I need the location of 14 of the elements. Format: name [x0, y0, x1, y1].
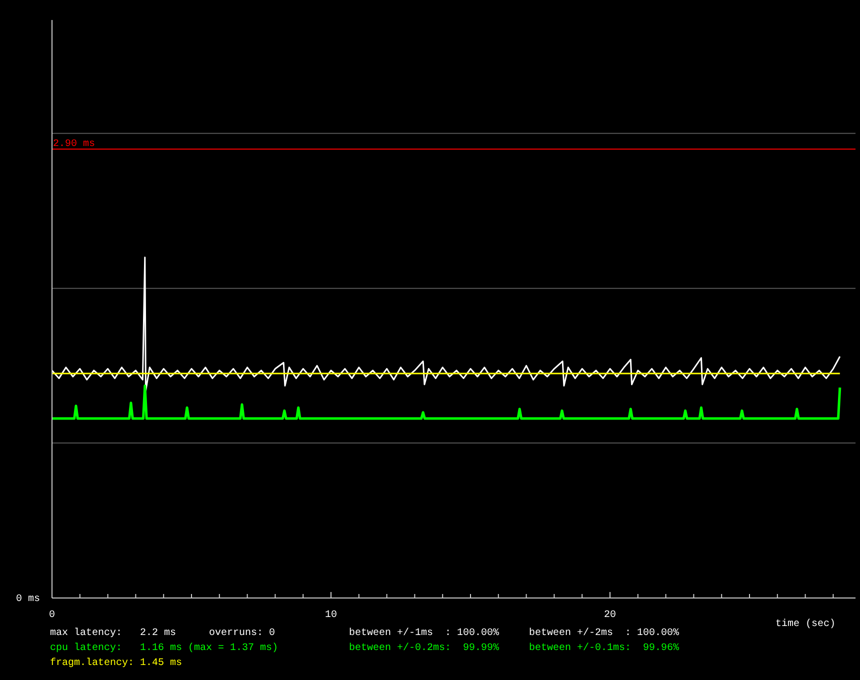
- text: between +/-2ms : 100.00%: [529, 627, 680, 639]
- text: overruns: 0: [209, 628, 276, 639]
- text: cpu latency: 1.16 ms (max = 1.37 ms): [50, 642, 278, 654]
- text: between +/-0.2ms: 99.99%: [349, 642, 500, 654]
- ref-line-label: 2.90 ms: [53, 139, 96, 150]
- x-axis-title: time (sec): [776, 618, 836, 630]
- text: 0 ms: [16, 594, 40, 605]
- text: max latency: 2.2 ms: [50, 627, 176, 639]
- x-tick-label: 0: [48, 610, 56, 621]
- x-tick-label: 10: [324, 610, 338, 621]
- text: between +/-1ms : 100.00%: [349, 627, 500, 639]
- text: between +/-0.1ms: 99.96%: [529, 642, 680, 654]
- text: fragm.latency: 1.45 ms: [50, 657, 182, 669]
- x-tick-label: 20: [604, 610, 616, 621]
